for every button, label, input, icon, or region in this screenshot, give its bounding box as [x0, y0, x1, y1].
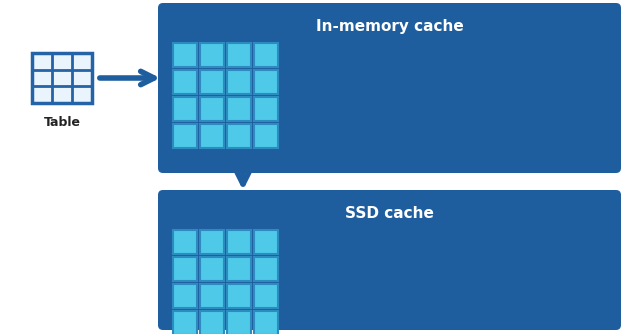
- FancyBboxPatch shape: [173, 43, 197, 67]
- FancyBboxPatch shape: [254, 43, 278, 67]
- FancyBboxPatch shape: [254, 124, 278, 148]
- FancyBboxPatch shape: [173, 70, 197, 94]
- FancyBboxPatch shape: [158, 3, 621, 173]
- FancyBboxPatch shape: [227, 257, 251, 281]
- FancyBboxPatch shape: [173, 124, 197, 148]
- FancyBboxPatch shape: [200, 97, 224, 121]
- FancyBboxPatch shape: [158, 190, 621, 330]
- FancyBboxPatch shape: [200, 43, 224, 67]
- FancyBboxPatch shape: [200, 284, 224, 308]
- FancyBboxPatch shape: [227, 124, 251, 148]
- FancyBboxPatch shape: [200, 230, 224, 254]
- Text: SSD cache: SSD cache: [345, 205, 434, 220]
- FancyBboxPatch shape: [200, 257, 224, 281]
- FancyBboxPatch shape: [254, 311, 278, 334]
- FancyBboxPatch shape: [173, 97, 197, 121]
- FancyBboxPatch shape: [173, 284, 197, 308]
- FancyBboxPatch shape: [227, 284, 251, 308]
- FancyBboxPatch shape: [254, 97, 278, 121]
- FancyBboxPatch shape: [254, 230, 278, 254]
- FancyBboxPatch shape: [173, 257, 197, 281]
- Text: In-memory cache: In-memory cache: [316, 18, 464, 33]
- FancyBboxPatch shape: [200, 311, 224, 334]
- FancyBboxPatch shape: [227, 311, 251, 334]
- FancyBboxPatch shape: [227, 97, 251, 121]
- FancyBboxPatch shape: [173, 230, 197, 254]
- Text: Table: Table: [44, 116, 80, 129]
- FancyBboxPatch shape: [254, 257, 278, 281]
- FancyBboxPatch shape: [254, 284, 278, 308]
- FancyBboxPatch shape: [200, 124, 224, 148]
- FancyBboxPatch shape: [254, 70, 278, 94]
- FancyBboxPatch shape: [32, 53, 92, 103]
- FancyBboxPatch shape: [227, 43, 251, 67]
- FancyBboxPatch shape: [227, 70, 251, 94]
- FancyBboxPatch shape: [227, 230, 251, 254]
- FancyBboxPatch shape: [173, 311, 197, 334]
- FancyBboxPatch shape: [200, 70, 224, 94]
